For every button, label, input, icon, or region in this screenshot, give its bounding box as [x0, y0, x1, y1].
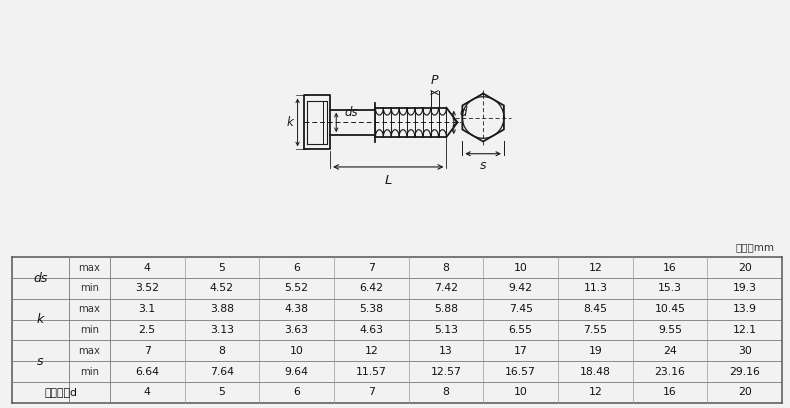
Text: 7.42: 7.42: [434, 284, 458, 293]
Text: 16.57: 16.57: [506, 367, 536, 377]
Text: 8: 8: [442, 388, 450, 397]
Text: 11.57: 11.57: [356, 367, 386, 377]
Text: 4.52: 4.52: [210, 284, 234, 293]
Text: 2.5: 2.5: [138, 325, 156, 335]
Text: 5: 5: [218, 388, 225, 397]
Text: 3.88: 3.88: [210, 304, 234, 314]
Text: 7: 7: [144, 346, 151, 356]
Text: min: min: [80, 284, 99, 293]
Text: s: s: [480, 159, 487, 172]
Text: 7: 7: [368, 388, 374, 397]
Text: max: max: [78, 304, 100, 314]
Text: 10.45: 10.45: [655, 304, 686, 314]
Text: 6.42: 6.42: [359, 284, 383, 293]
Text: 12: 12: [364, 346, 378, 356]
Text: ds: ds: [344, 106, 359, 119]
Text: min: min: [80, 325, 99, 335]
Text: 5.88: 5.88: [434, 304, 458, 314]
Text: 3.63: 3.63: [284, 325, 309, 335]
Text: 10: 10: [514, 263, 528, 273]
Text: 30: 30: [738, 346, 752, 356]
Text: 4: 4: [144, 388, 151, 397]
Text: 5: 5: [218, 263, 225, 273]
Text: max: max: [78, 346, 100, 356]
Text: 16: 16: [663, 388, 677, 397]
Text: 单位：mm: 单位：mm: [735, 243, 774, 253]
Text: 8.45: 8.45: [583, 304, 608, 314]
Text: 4.63: 4.63: [359, 325, 383, 335]
Text: 6: 6: [293, 388, 300, 397]
Text: 7.45: 7.45: [509, 304, 532, 314]
Text: 3.1: 3.1: [138, 304, 156, 314]
Text: min: min: [80, 367, 99, 377]
Text: 9.55: 9.55: [658, 325, 682, 335]
Text: 23.16: 23.16: [655, 367, 686, 377]
Text: 4: 4: [144, 263, 151, 273]
Text: 12: 12: [589, 388, 602, 397]
Text: 12: 12: [589, 263, 602, 273]
Text: 6.64: 6.64: [135, 367, 159, 377]
Text: 8: 8: [218, 346, 225, 356]
Text: max: max: [78, 263, 100, 273]
Text: 20: 20: [738, 263, 752, 273]
Text: P: P: [431, 74, 438, 87]
Text: 16: 16: [663, 263, 677, 273]
Text: 6: 6: [293, 263, 300, 273]
Text: 3.13: 3.13: [210, 325, 234, 335]
Text: 15.3: 15.3: [658, 284, 682, 293]
Text: 10: 10: [514, 388, 528, 397]
Text: 17: 17: [514, 346, 528, 356]
Text: d: d: [459, 106, 467, 120]
Text: 7.64: 7.64: [210, 367, 234, 377]
Text: 11.3: 11.3: [583, 284, 608, 293]
Text: 24: 24: [663, 346, 677, 356]
Text: 公称直径d: 公称直径d: [44, 388, 77, 397]
Text: 9.42: 9.42: [509, 284, 532, 293]
Text: 8: 8: [442, 263, 450, 273]
Text: 18.48: 18.48: [580, 367, 611, 377]
Text: 4.38: 4.38: [284, 304, 309, 314]
Text: ds: ds: [33, 271, 47, 284]
Text: 9.64: 9.64: [284, 367, 309, 377]
Text: 6.55: 6.55: [509, 325, 532, 335]
Text: 19: 19: [589, 346, 602, 356]
Text: 10: 10: [290, 346, 303, 356]
Text: s: s: [37, 355, 43, 368]
Text: 3.52: 3.52: [135, 284, 159, 293]
Text: 12.57: 12.57: [431, 367, 461, 377]
Text: 7: 7: [368, 263, 374, 273]
Text: k: k: [36, 313, 44, 326]
Text: 12.1: 12.1: [733, 325, 757, 335]
Text: 19.3: 19.3: [733, 284, 757, 293]
Text: 7.55: 7.55: [583, 325, 608, 335]
Text: 13: 13: [439, 346, 453, 356]
Text: 29.16: 29.16: [729, 367, 760, 377]
Text: 20: 20: [738, 388, 752, 397]
Text: 5.52: 5.52: [284, 284, 309, 293]
Text: 13.9: 13.9: [733, 304, 757, 314]
Text: 5.38: 5.38: [359, 304, 383, 314]
Text: k: k: [287, 116, 293, 129]
Text: L: L: [385, 174, 392, 187]
Text: 5.13: 5.13: [434, 325, 458, 335]
